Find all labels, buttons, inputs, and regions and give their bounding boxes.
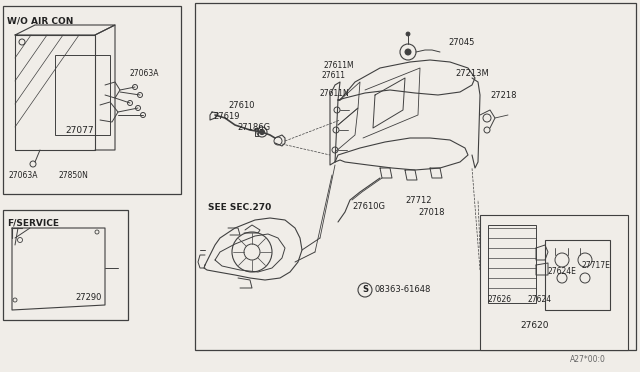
Text: 27063A: 27063A: [8, 170, 38, 180]
Text: 27717E: 27717E: [582, 260, 611, 269]
Text: 27077: 27077: [65, 125, 93, 135]
Text: W/O AIR CON: W/O AIR CON: [7, 16, 74, 25]
Bar: [488, 225, 536, 303]
Text: 27620: 27620: [520, 321, 548, 330]
Text: 27290: 27290: [75, 294, 101, 302]
Circle shape: [274, 137, 282, 145]
Text: 27186G: 27186G: [237, 122, 270, 131]
Circle shape: [400, 44, 416, 60]
Circle shape: [580, 273, 590, 283]
Text: 27712: 27712: [405, 196, 431, 205]
Circle shape: [13, 298, 17, 302]
Circle shape: [358, 283, 372, 297]
Text: 08363-61648: 08363-61648: [375, 285, 431, 295]
Text: 27624: 27624: [528, 295, 552, 305]
Bar: [480, 215, 628, 350]
Bar: [55, 55, 110, 135]
Text: 27850N: 27850N: [58, 170, 88, 180]
Text: 27218: 27218: [490, 90, 516, 99]
Text: S: S: [362, 285, 368, 295]
Text: 27611: 27611: [322, 71, 346, 80]
Circle shape: [555, 253, 569, 267]
Text: SEE SEC.270: SEE SEC.270: [208, 202, 271, 212]
Circle shape: [259, 129, 264, 135]
Text: 27611N: 27611N: [320, 89, 349, 97]
Text: A27*00:0: A27*00:0: [570, 356, 606, 365]
Circle shape: [17, 237, 22, 243]
Text: 27610: 27610: [228, 100, 255, 109]
Bar: [195, 3, 636, 350]
Circle shape: [95, 230, 99, 234]
Bar: [545, 240, 610, 310]
Text: F/SERVICE: F/SERVICE: [7, 218, 59, 227]
Text: 27018: 27018: [418, 208, 445, 217]
Text: 27626: 27626: [488, 295, 512, 305]
Bar: [3, 210, 128, 320]
Text: 27624E: 27624E: [548, 267, 577, 276]
Circle shape: [557, 273, 567, 283]
Circle shape: [406, 32, 410, 36]
Circle shape: [257, 127, 267, 137]
Text: 27045: 27045: [448, 38, 474, 46]
Text: 27063A: 27063A: [130, 68, 159, 77]
Text: 27619: 27619: [213, 112, 239, 121]
Text: 27213M: 27213M: [455, 68, 489, 77]
Text: 27611M: 27611M: [324, 61, 355, 70]
Bar: [3, 6, 181, 194]
Text: 27610G: 27610G: [352, 202, 385, 211]
Circle shape: [578, 253, 592, 267]
Circle shape: [405, 49, 411, 55]
